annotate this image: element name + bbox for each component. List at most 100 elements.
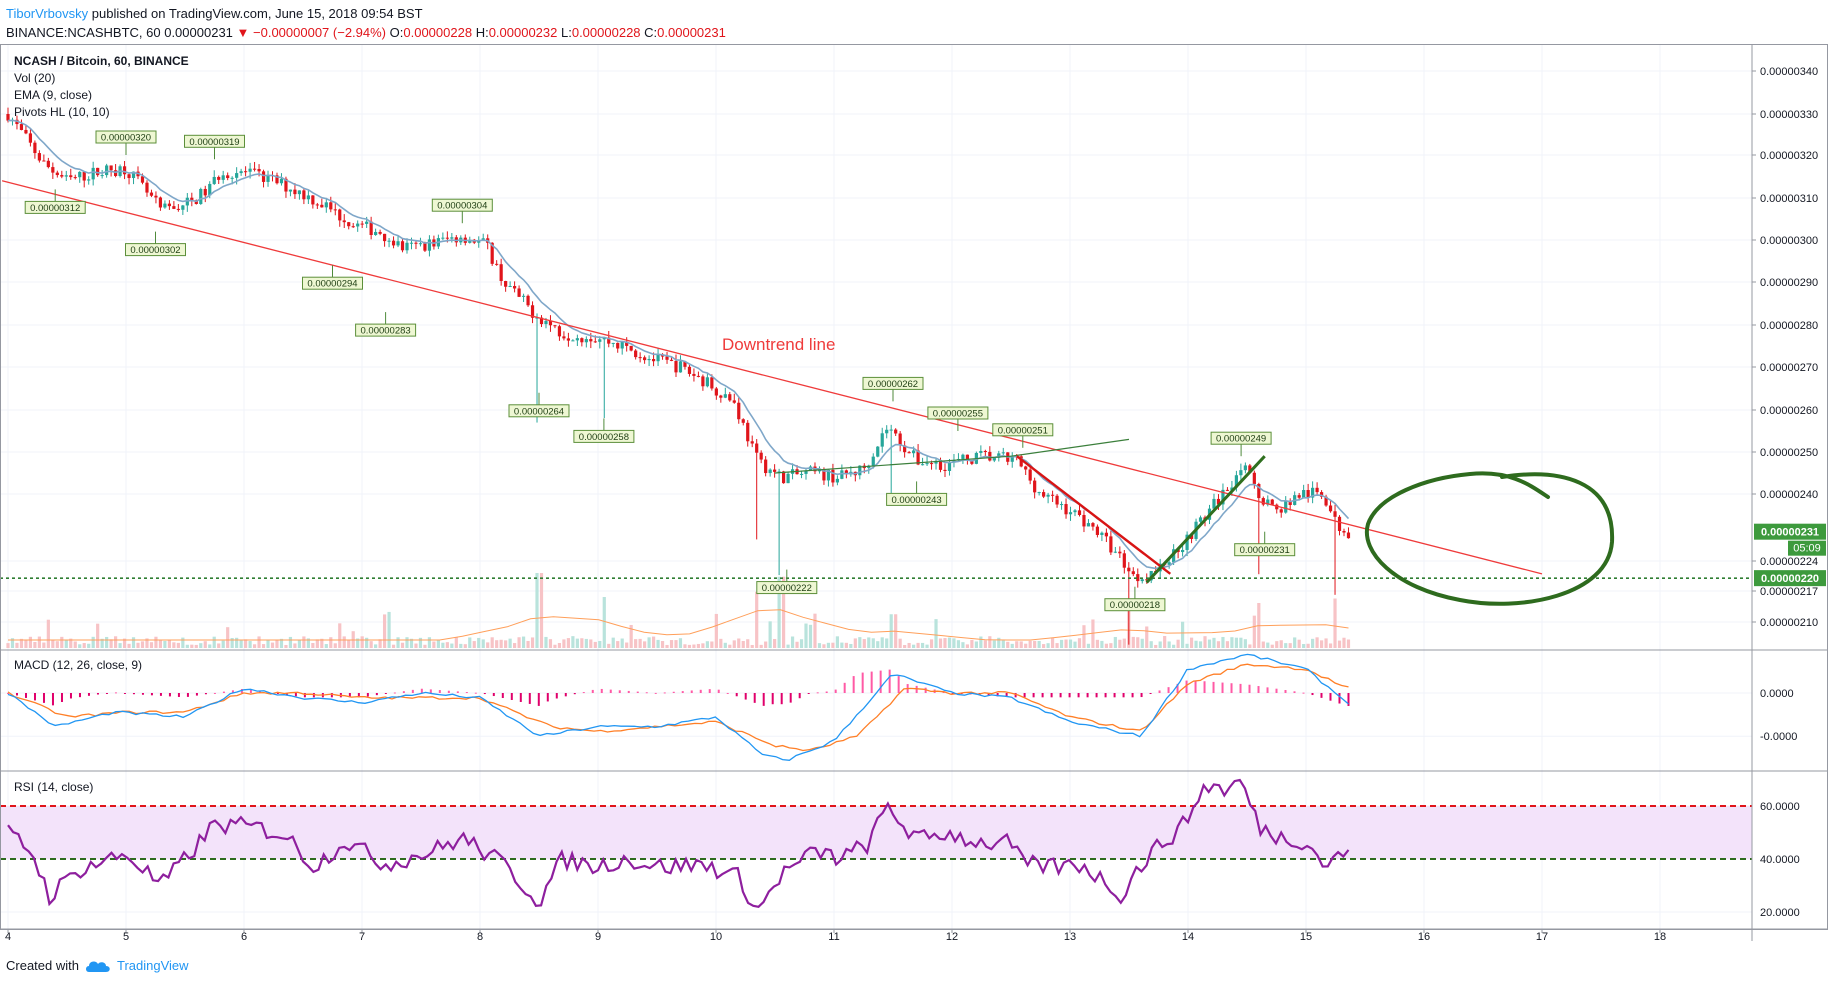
candle-body [1145, 579, 1149, 581]
candle-body [508, 286, 512, 288]
candle-body [656, 354, 660, 362]
pivot-label: 0.00000302 [125, 231, 186, 257]
volume-bar [235, 637, 239, 648]
volume-bar [284, 644, 288, 648]
candle-body [226, 175, 230, 179]
macd-histogram-bar [897, 676, 900, 693]
candle-body [78, 171, 82, 178]
tradingview-brand[interactable]: TradingView [116, 958, 189, 973]
rsi-title: RSI (14, close) [14, 780, 93, 794]
candle-body [835, 478, 839, 483]
volume-bar [113, 636, 118, 648]
pivot-label: 0.00000218 [1104, 586, 1166, 612]
volume-bar [544, 636, 548, 648]
volume-bar [508, 638, 512, 648]
macd-histogram-bar [843, 682, 846, 693]
trend-lines [0, 180, 1752, 584]
macd-histogram-bar [330, 693, 333, 698]
candle-body [199, 188, 203, 205]
volume-bar [1033, 640, 1037, 648]
candle-body [275, 175, 279, 184]
volume-bar [486, 642, 490, 648]
candle-body [1212, 498, 1216, 509]
volume-bar [808, 624, 813, 648]
author-name[interactable]: TiborVrbovsky [6, 6, 89, 21]
candle-body [705, 377, 709, 387]
candle-body [284, 178, 288, 192]
candle-body [1104, 532, 1108, 537]
volume-bar [360, 636, 364, 648]
volume-bar [1046, 643, 1050, 648]
trend-line-upper-channel[interactable] [774, 455, 1012, 474]
ema-line [7, 119, 1350, 570]
volume-bar [1270, 644, 1274, 648]
macd-histogram-bar [1059, 693, 1062, 698]
pivot-label: 0.00000255 [927, 406, 989, 431]
volume-bar [732, 640, 736, 648]
candle-body [423, 243, 427, 251]
volume-bar [293, 643, 297, 648]
macd-histogram-bar [798, 693, 801, 699]
volume-bar [907, 642, 911, 648]
candle-body [351, 226, 355, 228]
volume-bar [773, 638, 777, 648]
trend-line-red-break[interactable] [1016, 455, 1172, 575]
volume-bar [602, 597, 606, 648]
candle-body [64, 175, 68, 177]
candle-body [1181, 549, 1185, 553]
volume-bar [786, 644, 790, 648]
volume-bar [481, 639, 485, 648]
pivot-label: 0.00000243 [886, 481, 948, 506]
last-price: 0.00000231 [164, 25, 233, 40]
candle-body [593, 341, 597, 343]
pivot-box [927, 406, 989, 420]
macd-histogram-bar [501, 693, 504, 699]
trend-line-green-rise[interactable] [1145, 455, 1266, 584]
macd-histogram-bar [1320, 693, 1323, 698]
x-tick-label: 13 [1064, 931, 1076, 943]
volume-bar [1225, 641, 1230, 648]
candle-body [1257, 483, 1261, 499]
volume-bar [755, 591, 759, 648]
volume-bar [988, 636, 992, 648]
volume-bar [441, 642, 445, 648]
trend-line-green-channel[interactable] [1010, 438, 1130, 457]
volume-bar [1230, 637, 1234, 648]
candle-body [176, 208, 180, 210]
trend-line-downtrend[interactable] [1, 180, 1543, 575]
candle-body [248, 168, 252, 172]
macd-histogram-bar [537, 693, 540, 706]
macd-histogram-bar [204, 693, 207, 695]
candle-body [741, 419, 745, 423]
volume-bar [1073, 641, 1077, 648]
volume-bar [593, 641, 597, 648]
candle-body [342, 220, 346, 223]
candle-body [1136, 574, 1140, 582]
volume-bar [490, 637, 494, 648]
panel-frames [0, 44, 1828, 941]
volume-bar [347, 639, 351, 648]
volume-bar [929, 639, 934, 648]
volume-bar [813, 613, 817, 648]
volume-bar [1346, 639, 1351, 648]
volume-bar [580, 638, 584, 648]
pivot-box [1234, 543, 1296, 557]
candle-body [24, 129, 28, 134]
pivot-value: 0.00000294 [307, 279, 357, 290]
candle-body [530, 305, 535, 318]
candle-body [131, 171, 136, 179]
chart-area[interactable]: 0.00000312 0.00000320 0.00000302 0.00000319… [0, 44, 1828, 952]
macd-panel [7, 653, 1350, 761]
candle-body [244, 171, 248, 173]
volume-bar [266, 640, 270, 648]
macd-histogram-bar [726, 692, 729, 694]
x-tick-label: 9 [595, 931, 601, 943]
macd-histogram-bar [357, 693, 360, 698]
macd-signal-line [7, 663, 1349, 752]
volume-bar [925, 644, 929, 648]
rsi-panel [0, 778, 1752, 908]
pivot-label: 0.00000264 [508, 392, 570, 418]
low-label: L: [561, 25, 572, 40]
candle-body [261, 171, 266, 182]
candle-body [804, 470, 808, 474]
